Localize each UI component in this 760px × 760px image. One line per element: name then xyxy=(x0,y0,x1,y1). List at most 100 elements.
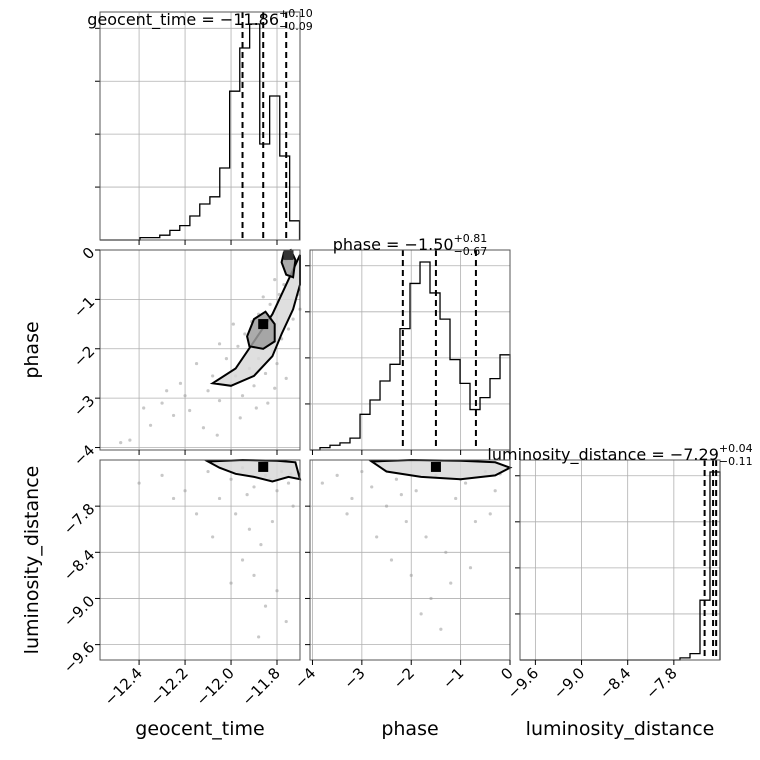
panel-geocent_time_vs_phase-frame xyxy=(99,249,301,451)
panel-geocent_time_vs_luminosity_distance-point-10 xyxy=(259,543,263,547)
panel-phase_vs_luminosity_distance-point-19 xyxy=(449,581,453,585)
title-geocent_time-lower: −0.09 xyxy=(279,20,313,33)
panel-phase_vs_luminosity_distance-point-21 xyxy=(439,627,443,631)
ytick-label-phase-3: −1 xyxy=(70,293,98,321)
panel-geocent_time_vs_phase-point-47 xyxy=(215,433,219,437)
panel-phase_vs_luminosity_distance-point-18 xyxy=(429,596,433,601)
title-geocent_time-median: geocent_time = −11.86 xyxy=(87,10,279,30)
panel-geocent_time_vs_phase-point-24 xyxy=(224,357,229,361)
xtick-label-phase-1: −3 xyxy=(340,664,368,692)
ytick-label-luminosity_distance-0: −9.6 xyxy=(60,638,98,676)
xtick-label-geocent_time-0: −12.4 xyxy=(101,664,146,709)
ytick-label-phase-4: 0 xyxy=(79,244,98,263)
panel-geocent_time_vs_phase-point-2 xyxy=(171,413,176,418)
panel-phase_vs_luminosity_distance-point-23 xyxy=(375,535,379,539)
panel-phase_vs_luminosity_distance-frame xyxy=(309,459,511,661)
panel-phase_vs_luminosity_distance-point-8 xyxy=(414,489,418,493)
ytick-label-phase-2: −2 xyxy=(70,342,98,370)
panel-phase_vs_luminosity_distance-point-3 xyxy=(360,469,364,474)
panel-geocent_time_vs_luminosity_distance-point-27 xyxy=(245,493,249,497)
panel-geocent_time_vs_luminosity_distance-point-9 xyxy=(252,485,256,489)
title-geocent_time-upper: +0.10 xyxy=(279,7,313,20)
ylabel-luminosity_distance: luminosity_distance xyxy=(21,466,43,655)
ytick-label-luminosity_distance-2: −8.4 xyxy=(60,546,98,584)
title-luminosity_distance-lower: −0.11 xyxy=(719,455,753,468)
panel-phase_vs_luminosity_distance-point-14 xyxy=(473,519,478,524)
panel-geocent_time_vs_luminosity_distance-point-23 xyxy=(194,512,199,516)
xtick-label-luminosity_distance-1: −9.0 xyxy=(550,664,588,702)
panel-geocent_time_vs_luminosity_distance-point-22 xyxy=(275,589,279,593)
panel-phase_vs_luminosity_distance-point-11 xyxy=(444,550,448,554)
panel-phase_vs_luminosity_distance-point-12 xyxy=(454,496,458,501)
ytick-label-phase-0: −4 xyxy=(70,441,98,469)
panel-geocent_time_vs_luminosity_distance-point-17 xyxy=(252,573,256,577)
xtick-label-phase-3: −1 xyxy=(439,664,467,692)
panel-geocent_time_vs_phase-point-15 xyxy=(263,371,268,376)
title-geocent_time: geocent_time = −11.86+0.10 xyxy=(87,7,313,30)
panel-geocent_time_vs_phase-point-0 xyxy=(128,438,132,442)
panel-geocent_time_vs_phase-point-20 xyxy=(291,317,295,321)
ylabel-phase: phase xyxy=(21,321,43,378)
panel-phase_vs_luminosity_distance-point-4 xyxy=(370,485,374,489)
panel-geocent_time_vs_luminosity_distance-contour-0 xyxy=(204,458,302,483)
xtick-label-luminosity_distance-2: −8.4 xyxy=(596,664,634,702)
panel-geocent_time_vs_luminosity_distance-point-8 xyxy=(247,527,252,531)
panel-geocent_time_vs_phase-point-40 xyxy=(178,381,183,385)
panel-geocent_time_vs_phase-point-49 xyxy=(273,386,277,390)
panel-geocent_time_vs_phase-point-48 xyxy=(254,406,258,410)
panel-phase_vs_luminosity_distance-point-22 xyxy=(468,566,473,570)
ytick-label-luminosity_distance-3: −7.8 xyxy=(60,500,98,538)
panel-geocent_time_vs_phase-point-4 xyxy=(183,394,187,398)
xtick-label-luminosity_distance-3: −7.8 xyxy=(642,664,680,702)
panel-geocent_time_vs_phase-point-43 xyxy=(119,440,123,445)
hist-geocent_time-outline xyxy=(100,23,301,241)
panel-phase_vs_luminosity_distance-point-1 xyxy=(335,473,339,477)
panel-geocent_time_vs_luminosity_distance-point-6 xyxy=(234,512,238,516)
panel-geocent_time_vs_phase-point-39 xyxy=(217,342,222,346)
panel-geocent_time_vs_phase-point-27 xyxy=(243,332,247,336)
panel-phase_vs_luminosity_distance-point-20 xyxy=(389,558,394,562)
hist-luminosity_distance-frame xyxy=(519,459,721,661)
panel-phase_vs_luminosity_distance-point-25 xyxy=(419,612,423,616)
panel-geocent_time_vs_luminosity_distance-point-3 xyxy=(206,469,210,474)
panel-geocent_time_vs_phase-point-22 xyxy=(266,401,270,405)
title-phase: phase = −1.50+0.81 xyxy=(333,232,488,254)
panel-geocent_time_vs_phase-point-23 xyxy=(194,361,199,366)
panel-phase_vs_luminosity_distance-point-17 xyxy=(409,573,413,577)
xtick-label-geocent_time-2: −12.0 xyxy=(193,664,238,709)
panel-geocent_time_vs_luminosity_distance-point-0 xyxy=(137,481,141,485)
panel-geocent_time_vs_phase-point-21 xyxy=(284,376,288,380)
panel-geocent_time_vs_phase-contour-fill-0 xyxy=(212,254,300,386)
panel-geocent_time_vs_phase-point-42 xyxy=(142,406,146,410)
hist-phase-outline xyxy=(310,261,511,451)
panel-geocent_time_vs_phase-point-35 xyxy=(273,278,277,282)
panel-geocent_time_vs_phase-contour-1 xyxy=(246,310,276,350)
xlabel-phase: phase xyxy=(381,718,438,740)
xtick-label-geocent_time-3: −11.8 xyxy=(239,664,284,709)
panel-geocent_time_vs_phase-peak-1 xyxy=(283,249,294,260)
panel-geocent_time_vs_luminosity_distance-point-24 xyxy=(171,496,176,501)
ytick-label-phase-1: −3 xyxy=(70,392,98,420)
panel-geocent_time_vs_luminosity_distance-point-16 xyxy=(291,504,295,508)
panel-geocent_time_vs_luminosity_distance-point-13 xyxy=(275,489,279,493)
ytick-label-luminosity_distance-1: −9.0 xyxy=(60,592,98,630)
panel-phase_vs_luminosity_distance-peak-0 xyxy=(430,461,441,472)
panel-geocent_time_vs_phase-point-6 xyxy=(206,389,210,393)
panel-geocent_time_vs_luminosity_distance-peak-0 xyxy=(258,461,269,472)
hist-luminosity_distance-outline xyxy=(520,471,721,661)
panel-geocent_time_vs_phase-point-11 xyxy=(240,394,245,398)
panel-phase_vs_luminosity_distance-point-27 xyxy=(399,493,403,497)
panel-phase_vs_luminosity_distance-point-9 xyxy=(424,535,428,539)
panel-geocent_time_vs_luminosity_distance-point-4 xyxy=(217,496,222,501)
panel-phase_vs_luminosity_distance-point-0 xyxy=(320,481,324,485)
panel-geocent_time_vs_phase-point-26 xyxy=(236,344,240,348)
panel-phase_vs_luminosity_distance-point-26 xyxy=(488,512,492,516)
panel-geocent_time_vs_luminosity_distance-point-25 xyxy=(284,619,288,624)
panel-geocent_time_vs_phase-point-17 xyxy=(275,361,279,366)
panel-phase_vs_luminosity_distance-point-13 xyxy=(463,481,468,485)
panel-geocent_time_vs_luminosity_distance-point-5 xyxy=(229,477,233,481)
xlabel-geocent_time: geocent_time xyxy=(135,718,264,740)
panel-geocent_time_vs_luminosity_distance-point-21 xyxy=(257,635,261,639)
